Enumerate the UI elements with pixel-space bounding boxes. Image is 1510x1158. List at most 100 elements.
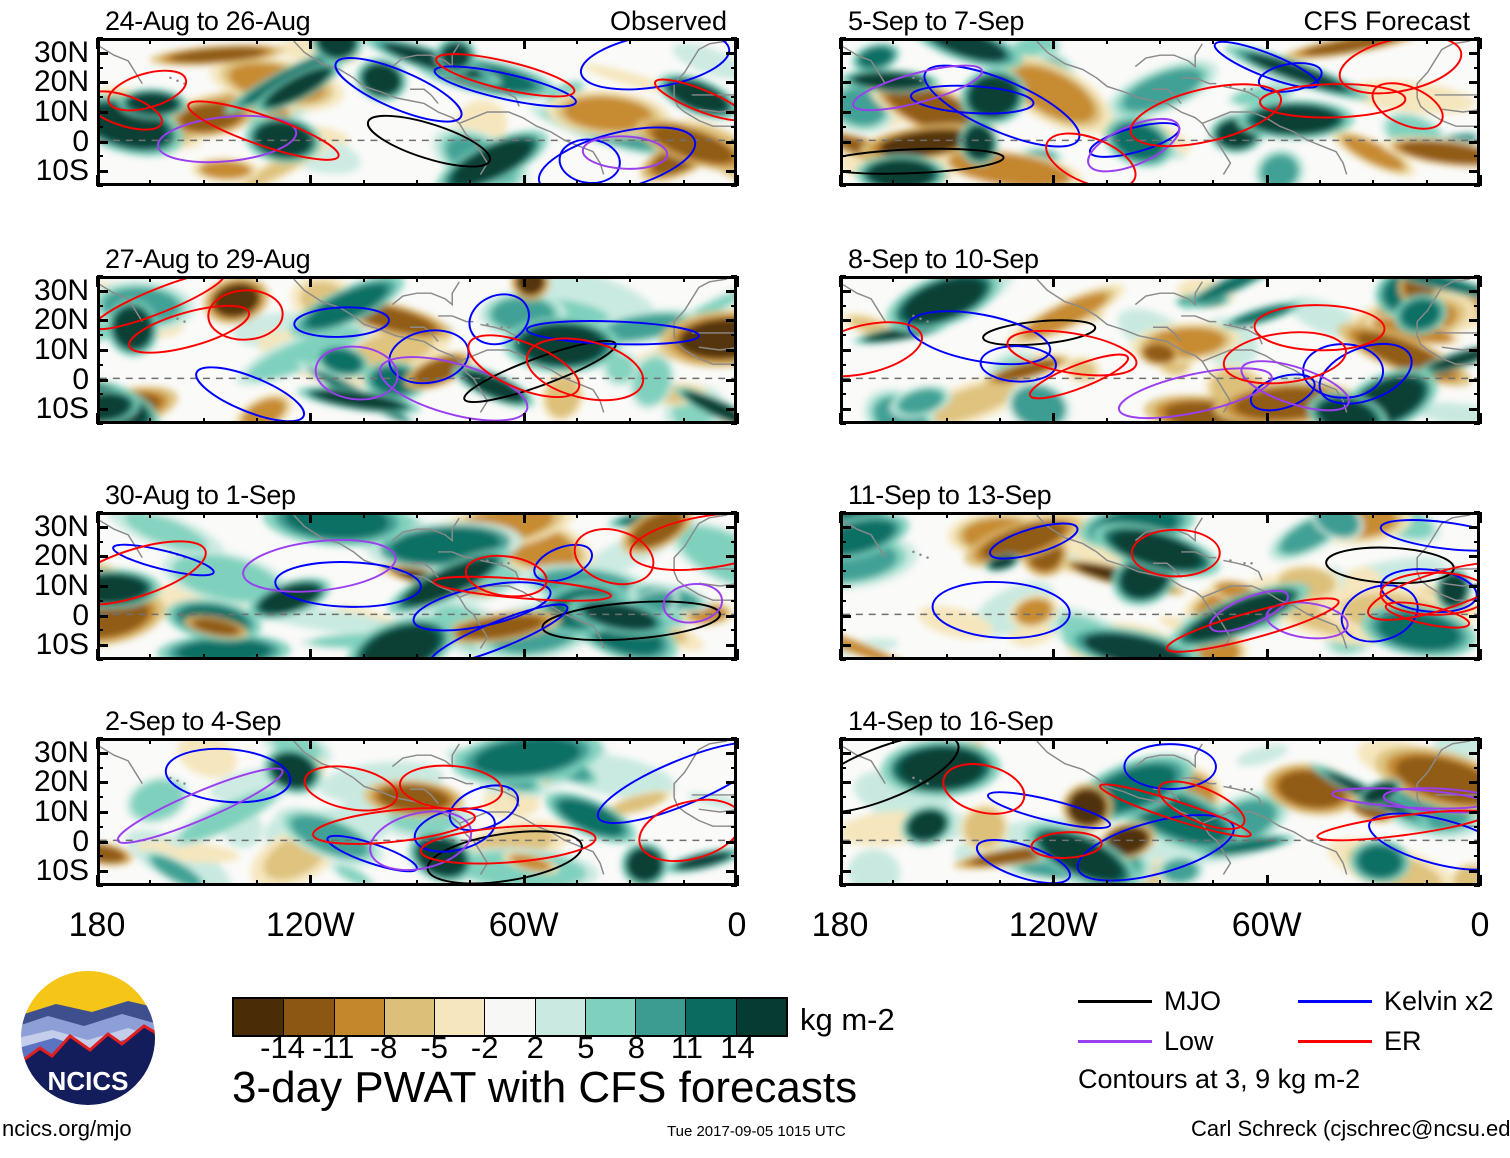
y-tick-minor (97, 659, 103, 661)
contour-low (378, 356, 529, 421)
x-tick (1265, 738, 1269, 749)
contour-kelvin-x2 (1257, 62, 1323, 93)
colorbar-unit-label: kg m-2 (800, 1002, 895, 1037)
y-tick-minor (731, 659, 737, 661)
x-tick (1265, 276, 1269, 287)
panel-title: 5-Sep to 7-Sep (848, 6, 1025, 36)
y-tick (1469, 81, 1480, 85)
x-tick-minor (629, 880, 632, 886)
contour-kelvin-x2 (433, 65, 577, 108)
colorbar-tick: 5 (577, 1030, 595, 1065)
y-axis-label: 10N (33, 569, 89, 602)
x-tick (839, 175, 842, 186)
y-tick (97, 555, 108, 559)
map-field (843, 515, 1477, 657)
x-tick-minor (1319, 880, 1321, 886)
x-tick-minor (999, 276, 1001, 282)
map-field (100, 515, 734, 657)
y-tick-minor (731, 304, 737, 307)
map-plot-area[interactable] (97, 738, 737, 886)
contour-low (1209, 589, 1289, 633)
contour-low (1331, 787, 1477, 810)
x-tick-minor (1159, 738, 1161, 744)
x-tick (1479, 38, 1482, 49)
y-tick-minor (97, 766, 103, 769)
colorbar-tick: 14 (720, 1030, 755, 1065)
y-tick (1469, 525, 1480, 529)
x-tick-minor (1372, 654, 1375, 660)
y-tick (726, 870, 737, 874)
panel-title: 8-Sep to 10-Sep (848, 244, 1039, 274)
y-tick (1469, 614, 1480, 618)
x-tick-minor (469, 180, 472, 186)
x-tick-minor (1212, 512, 1215, 518)
x-tick-minor (416, 38, 418, 44)
y-tick (97, 870, 108, 874)
x-tick-minor (1212, 880, 1215, 886)
y-axis-label: 10S (35, 628, 89, 662)
y-tick (97, 585, 108, 588)
x-tick-minor (892, 880, 895, 886)
x-tick-minor (416, 276, 418, 282)
x-tick-minor (149, 512, 152, 518)
x-tick-minor (202, 654, 205, 660)
x-tick-minor (945, 654, 948, 660)
y-tick-minor (97, 540, 103, 543)
x-axis-label: 120W (1008, 906, 1098, 944)
y-tick-minor (840, 66, 846, 69)
map-plot-area[interactable] (840, 38, 1480, 186)
colorbar-tick: 8 (627, 1030, 645, 1065)
y-tick-minor (97, 66, 103, 69)
colorbar-cell (384, 999, 436, 1035)
contour-kelvin-x2 (274, 561, 422, 608)
y-axis-label: 30N (33, 509, 89, 543)
y-tick-minor (97, 185, 103, 187)
footer-left[interactable]: ncics.org/mjo (2, 1116, 132, 1141)
y-axis-label: 20N (33, 303, 89, 337)
map-plot-area[interactable] (97, 512, 737, 660)
colorbar-tick: -8 (369, 1030, 398, 1065)
wave-contours (843, 741, 1477, 883)
map-plot-area[interactable] (840, 276, 1480, 424)
contour-er (1028, 353, 1130, 400)
x-tick (839, 38, 842, 49)
legend-line-swatch (1298, 1000, 1372, 1003)
map-field (100, 741, 734, 883)
x-tick (309, 413, 313, 424)
x-tick (1479, 649, 1482, 660)
x-tick-minor (629, 418, 632, 424)
y-tick (726, 408, 737, 412)
legend-item-low[interactable]: Low (1078, 1028, 1214, 1055)
map-plot-area[interactable] (840, 738, 1480, 886)
y-axis-label: 30N (33, 735, 89, 769)
y-tick (840, 170, 851, 174)
y-tick-minor (1474, 511, 1480, 513)
map-plot-area[interactable] (97, 38, 737, 186)
x-tick-minor (1159, 418, 1161, 424)
legend-item-mjo[interactable]: MJO (1078, 988, 1221, 1015)
wave-contours (843, 304, 1413, 420)
x-tick-minor (256, 654, 258, 660)
x-tick-minor (149, 880, 152, 886)
y-tick (97, 170, 108, 174)
y-tick (97, 644, 108, 648)
legend-item-er[interactable]: ER (1298, 1028, 1422, 1055)
legend-line-swatch (1078, 1040, 1152, 1043)
x-tick (736, 276, 739, 287)
x-tick-minor (892, 180, 895, 186)
contour-er (187, 100, 340, 161)
map-plot-area[interactable] (97, 276, 737, 424)
map-field (843, 41, 1477, 183)
y-tick-minor (1474, 629, 1480, 632)
column-header-left: Observed (609, 6, 727, 36)
y-tick-minor (1474, 570, 1480, 573)
logo-text: NCICS (48, 1066, 129, 1096)
x-tick-minor (1105, 418, 1108, 424)
y-tick-minor (731, 96, 737, 99)
x-tick (309, 649, 313, 660)
legend-item-kelvin-x2[interactable]: Kelvin x2 (1298, 988, 1494, 1015)
x-axis-label: 60W (488, 906, 559, 944)
contour-mjo (541, 600, 721, 642)
map-plot-area[interactable] (840, 512, 1480, 660)
y-tick (1469, 555, 1480, 559)
